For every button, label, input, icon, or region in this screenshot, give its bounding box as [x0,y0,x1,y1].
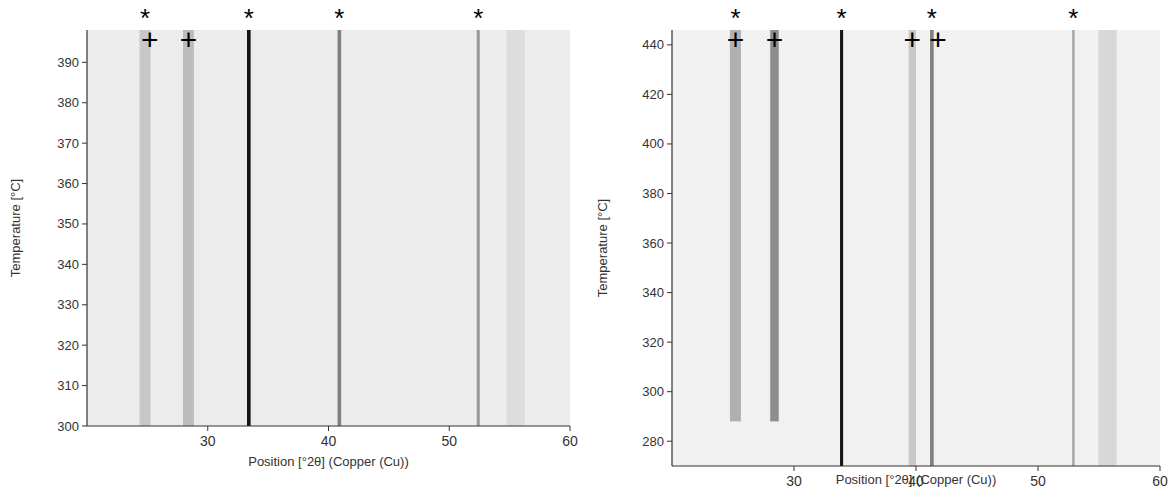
y-tick [82,385,87,386]
y-tick-label: 390 [57,55,79,70]
y-axis-title: Temperature [°C] [595,199,610,297]
y-tick [667,292,672,293]
y-tick-label: 400 [642,136,664,151]
x-tick [207,426,208,431]
x-tick [1160,466,1161,471]
y-tick-label: 370 [57,136,79,151]
plot-background [87,30,570,426]
peak-marker: + [929,23,947,56]
plot-background [672,30,1160,466]
y-tick [667,391,672,392]
x-tick [449,426,450,431]
x-tick [1038,466,1039,471]
y-tick [667,342,672,343]
x-tick [794,466,795,471]
y-tick-label: 280 [642,434,664,449]
peak-marker: * [244,3,254,33]
y-tick [667,44,672,45]
y-tick-label: 320 [642,335,664,350]
y-tick-label: 440 [642,37,664,52]
y-tick-label: 330 [57,297,79,312]
peak-band [930,30,934,466]
x-tick [328,426,329,431]
y-tick-label: 340 [57,257,79,272]
x-tick-label: 60 [562,433,578,449]
peaks [730,30,1117,466]
peak-marker: + [727,23,745,56]
peak-band [477,30,480,426]
x-tick-label: 40 [321,433,337,449]
y-tick-label: 340 [642,285,664,300]
peak-marker: + [180,23,198,56]
y-tick [667,243,672,244]
peak-band [1098,30,1116,466]
y-tick [667,193,672,194]
y-tick [82,426,87,427]
peak-marker: * [334,3,344,33]
peak-marker: * [473,3,483,33]
x-tick-label: 50 [441,433,457,449]
y-tick-label: 380 [642,186,664,201]
peak-marker: + [141,23,159,56]
peak-band [140,30,151,426]
peak-band [183,30,194,426]
x-tick-label: 30 [200,433,216,449]
x-tick-label: 30 [786,473,802,489]
figure: 30 40 50 60 300 310 320 330 340 350 360 370 380 390 Po… [0,0,1174,490]
peak-marker: * [837,3,847,33]
peak-band [730,30,741,421]
y-tick [82,62,87,63]
x-tick [570,426,571,431]
y-tick-label: 360 [642,236,664,251]
y-tick-label: 300 [57,419,79,434]
peak-band [909,30,916,466]
peak-band [840,30,843,466]
y-tick-label: 420 [642,87,664,102]
peak-band [247,30,251,426]
x-axis-title: Position [°2θ] (Copper (Cu)) [836,472,997,487]
y-tick [82,183,87,184]
y-tick [82,345,87,346]
y-axis-line [86,30,87,426]
peak-band [1072,30,1074,466]
y-tick [667,94,672,95]
x-tick [916,466,917,471]
panel: 30405060280300320340360380400420440Posit… [595,3,1168,489]
y-tick [82,223,87,224]
y-tick [82,264,87,265]
y-tick-label: 380 [57,95,79,110]
y-tick-label: 320 [57,338,79,353]
peak-band [770,30,779,421]
y-tick [82,143,87,144]
y-tick [82,304,87,305]
peak-band [507,30,525,426]
peak-band [338,30,342,426]
peak-marker: + [766,23,784,56]
y-tick [82,102,87,103]
y-tick-label: 310 [57,378,79,393]
peaks [140,30,525,426]
x-axis-title: Position [°2θ] (Copper (Cu)) [248,454,409,469]
x-tick-label: 60 [1152,473,1168,489]
y-axis-title: Temperature [°C] [8,179,23,277]
y-tick [667,143,672,144]
y-tick [667,441,672,442]
peak-marker: * [1068,3,1078,33]
y-tick-label: 360 [57,176,79,191]
y-tick-label: 350 [57,216,79,231]
y-axis-line [671,30,672,466]
panel: 30 40 50 60 300 310 320 330 340 350 360 370 380 390 Po… [8,3,578,469]
x-tick-label: 50 [1030,473,1046,489]
y-tick-label: 300 [642,384,664,399]
peak-marker: + [904,23,922,56]
